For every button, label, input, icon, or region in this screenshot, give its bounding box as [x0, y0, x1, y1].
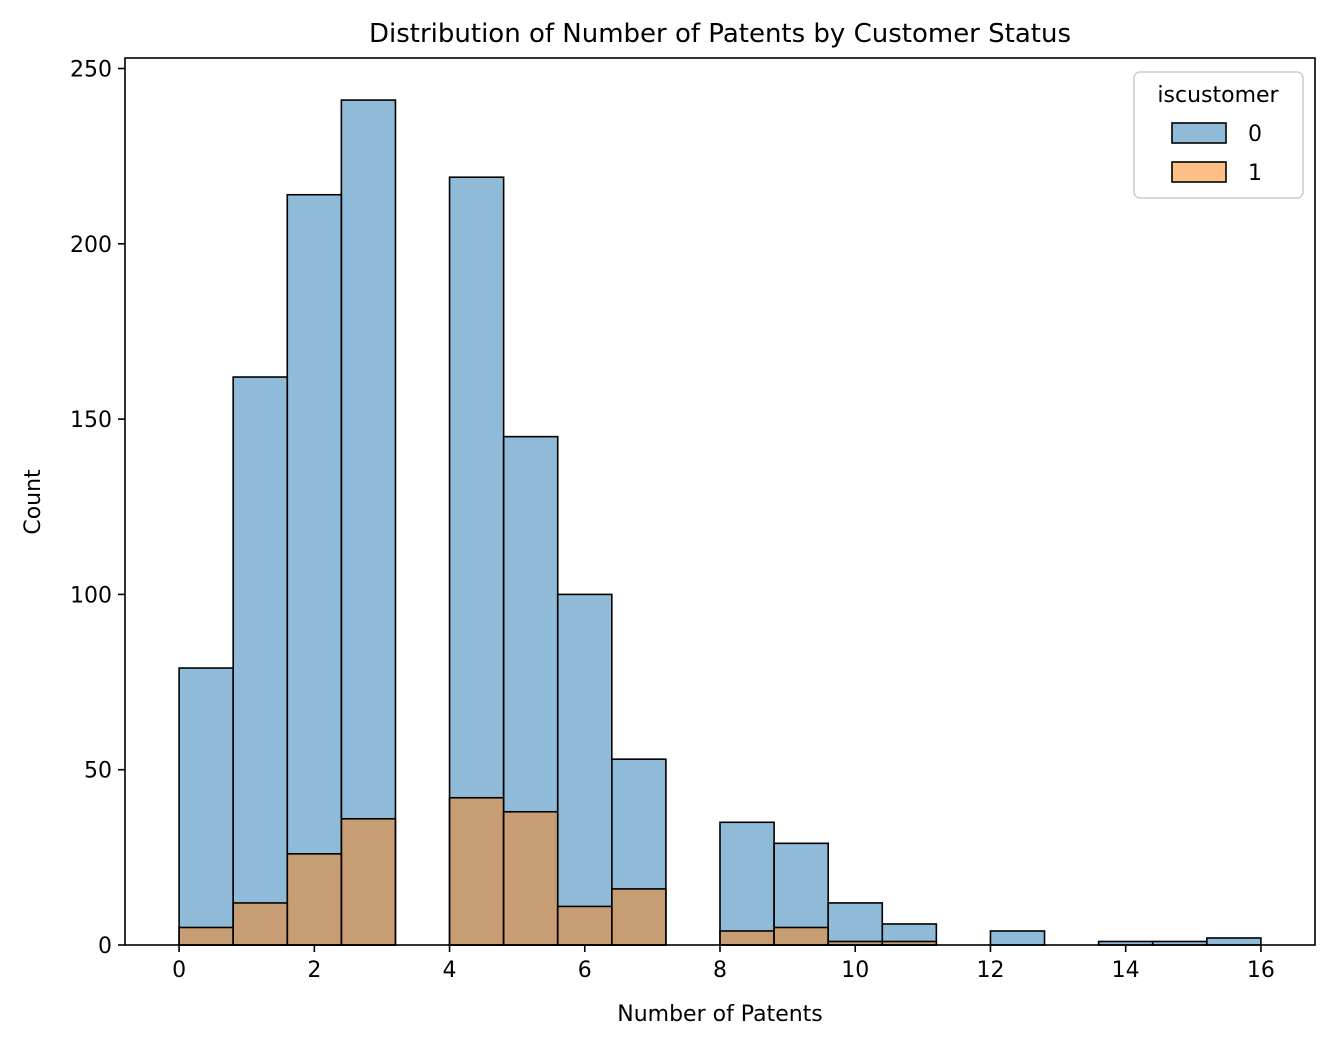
legend: iscustomer 0 1	[1133, 71, 1304, 199]
x-tick-label-0: 0	[172, 958, 186, 983]
y-tick-label-0: 0	[98, 934, 112, 959]
bar-series-0-bin-12	[827, 902, 884, 946]
bar-series-1-bin-1	[232, 902, 289, 946]
chart-title: Distribution of Number of Patents by Cus…	[369, 19, 1071, 49]
y-tick-label-50: 50	[84, 759, 112, 784]
bar-series-0-bin-15	[989, 930, 1046, 946]
y-axis-label: Count	[21, 469, 46, 535]
bar-series-0-bin-3	[340, 99, 397, 946]
legend-swatch-series-0	[1171, 122, 1227, 144]
bar-series-0-bin-0	[178, 667, 234, 946]
y-tick-label-200: 200	[70, 233, 112, 258]
bar-series-0-bin-2	[286, 193, 343, 946]
x-axis: 0 2 4 6 8 10 12 14 16	[172, 945, 1275, 983]
bar-series-0-bin-19	[1206, 937, 1262, 946]
y-tick-label-100: 100	[70, 583, 112, 608]
bar-series-1-bin-7	[556, 905, 613, 946]
bar-series-1-bin-3	[340, 817, 397, 946]
x-tick-label-4: 4	[443, 958, 457, 983]
x-tick-label-14: 14	[1112, 958, 1140, 983]
y-tick-label-250: 250	[70, 58, 112, 83]
bar-series-1-bin-0	[178, 926, 234, 946]
bar-series-1-bin-8	[611, 888, 667, 946]
bar-series-0-bin-10	[719, 821, 775, 946]
x-tick-label-6: 6	[578, 958, 592, 983]
bar-series-0-bin-1	[232, 376, 289, 946]
legend-label-series-0: 0	[1248, 122, 1262, 147]
y-axis: 0 50 100 150 200 250	[70, 58, 125, 959]
bar-series-1-bin-11	[773, 926, 829, 946]
x-tick-label-2: 2	[307, 958, 321, 983]
bar-series-0-bin-7	[556, 593, 613, 946]
bar-series-1-bin-6	[502, 810, 559, 946]
y-tick-label-150: 150	[70, 408, 112, 433]
x-tick-label-10: 10	[841, 958, 869, 983]
legend-title: iscustomer	[1157, 83, 1279, 108]
bar-series-1-bin-10	[719, 930, 775, 946]
x-tick-label-12: 12	[976, 958, 1004, 983]
x-tick-label-16: 16	[1247, 958, 1275, 983]
legend-swatch-series-1	[1171, 161, 1227, 183]
bar-series-1-bin-2	[286, 853, 343, 946]
legend-label-series-1: 1	[1248, 161, 1262, 186]
x-axis-label: Number of Patents	[617, 1002, 823, 1027]
x-tick-label-8: 8	[713, 958, 727, 983]
bar-series-1-bin-5	[448, 796, 505, 946]
